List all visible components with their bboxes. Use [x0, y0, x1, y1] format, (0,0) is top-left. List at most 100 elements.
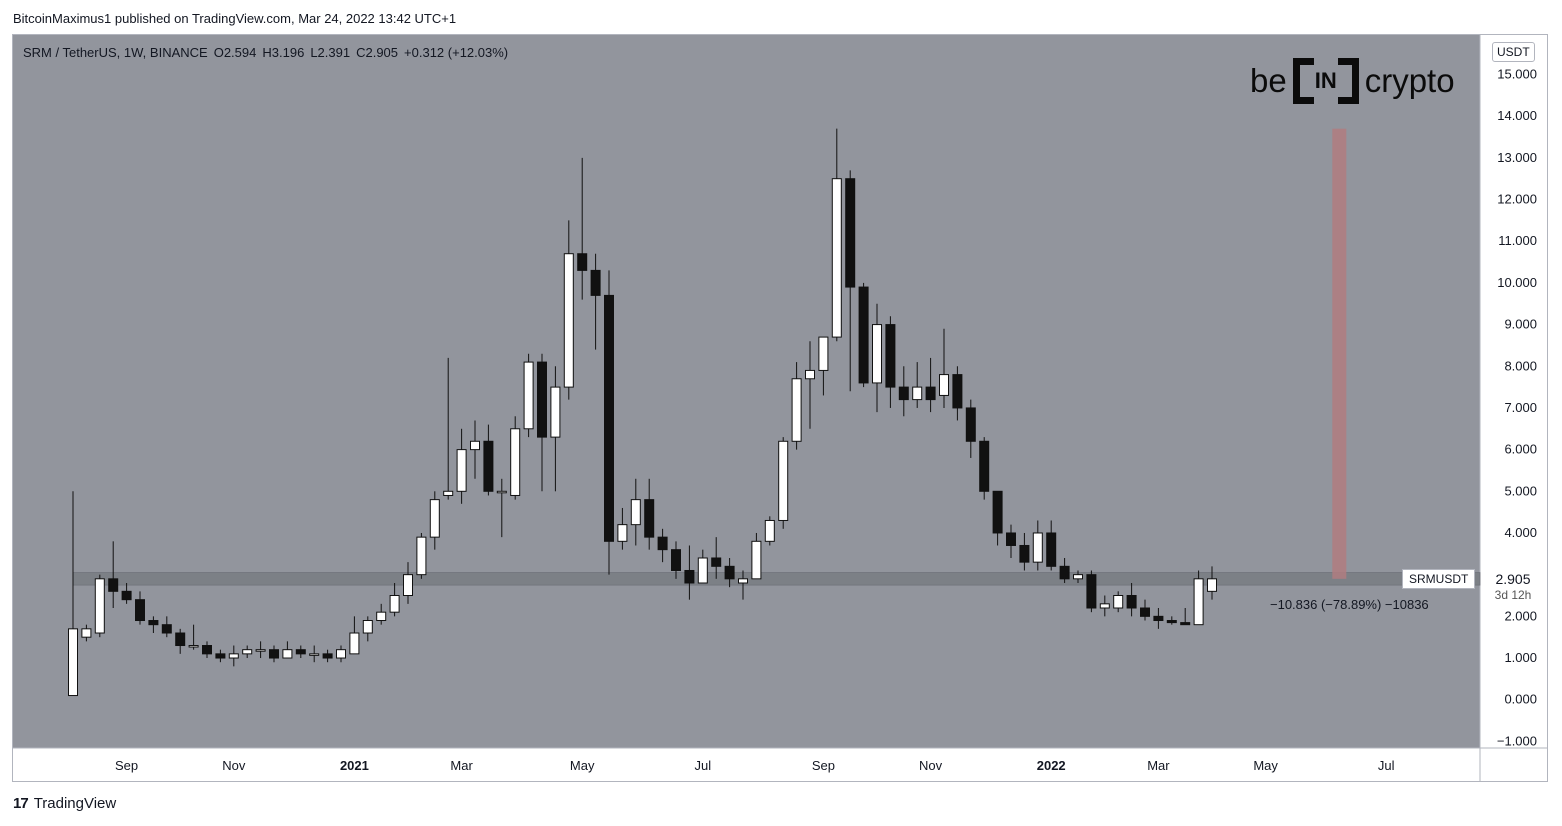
candle-body[interactable]	[831, 178, 842, 338]
legend-symbol[interactable]: SRM / TetherUS, 1W, BINANCE	[23, 45, 208, 60]
candle-body[interactable]	[1180, 622, 1191, 626]
candle-body[interactable]	[510, 428, 521, 496]
candle-body[interactable]	[1126, 595, 1137, 609]
candle-body[interactable]	[81, 628, 92, 638]
candle-body[interactable]	[1019, 544, 1030, 563]
candle-body[interactable]	[94, 578, 105, 634]
candle-body[interactable]	[1140, 607, 1150, 617]
x-tick-label: 2021	[340, 758, 369, 773]
candle-body[interactable]	[671, 549, 681, 571]
plot-area[interactable]	[13, 35, 1480, 748]
candle-body[interactable]	[135, 599, 145, 622]
candle-body[interactable]	[697, 557, 708, 584]
candle-body[interactable]	[108, 578, 119, 592]
ohlc-legend: SRM / TetherUS, 1W, BINANCE O2.594 H3.196 L…	[23, 45, 514, 60]
candle-body[interactable]	[858, 286, 869, 384]
candle-body[interactable]	[1153, 615, 1164, 622]
candle-body[interactable]	[590, 269, 601, 296]
candle-body[interactable]	[537, 361, 547, 438]
candle-body[interactable]	[295, 649, 306, 655]
candle-body[interactable]	[604, 294, 614, 542]
candle-body[interactable]	[456, 449, 467, 492]
candle-body[interactable]	[657, 536, 668, 551]
candle-body[interactable]	[617, 524, 628, 542]
candle-body[interactable]	[336, 649, 346, 659]
candle-body[interactable]	[188, 645, 199, 648]
candle-body[interactable]	[845, 178, 856, 288]
candle-body[interactable]	[1113, 595, 1124, 609]
candle-body[interactable]	[1166, 620, 1177, 624]
candle-body[interactable]	[309, 653, 320, 656]
currency-badge[interactable]: USDT	[1492, 42, 1535, 62]
candle-body[interactable]	[403, 574, 413, 596]
candle-body[interactable]	[885, 324, 896, 388]
candle-body[interactable]	[121, 590, 132, 601]
candle-body[interactable]	[496, 490, 507, 494]
candle-body[interactable]	[563, 253, 574, 388]
last-price-tag: 2.905 3d 12h	[1482, 569, 1544, 605]
candle-body[interactable]	[161, 624, 172, 634]
candle-body[interactable]	[443, 490, 454, 496]
candle-body[interactable]	[805, 369, 815, 380]
candle-body[interactable]	[764, 519, 775, 542]
tradingview-logo-icon[interactable]: 17	[13, 795, 29, 812]
candle-body[interactable]	[1059, 565, 1070, 580]
candle-body[interactable]	[965, 407, 976, 442]
candle-body[interactable]	[470, 440, 480, 451]
candle-body[interactable]	[724, 565, 735, 580]
candle-body[interactable]	[898, 386, 909, 401]
candle-body[interactable]	[322, 653, 333, 659]
candle-body[interactable]	[738, 578, 748, 584]
candle-body[interactable]	[925, 386, 936, 401]
candle-body[interactable]	[872, 324, 882, 384]
candle-body[interactable]	[429, 499, 440, 538]
candle-body[interactable]	[1046, 532, 1057, 567]
candle-body[interactable]	[202, 645, 212, 655]
candle-body[interactable]	[912, 386, 923, 401]
candle-body[interactable]	[376, 611, 387, 622]
candle-body[interactable]	[68, 628, 78, 697]
candle-body[interactable]	[550, 386, 561, 438]
candle-body[interactable]	[952, 374, 963, 409]
candle-body[interactable]	[1207, 578, 1217, 592]
candle-body[interactable]	[269, 649, 279, 659]
candle-body[interactable]	[644, 499, 655, 538]
candle-body[interactable]	[979, 440, 990, 492]
candle-body[interactable]	[349, 632, 360, 655]
candle-body[interactable]	[255, 649, 266, 652]
candle-body[interactable]	[416, 536, 427, 576]
candle-body[interactable]	[1193, 578, 1204, 626]
candle-body[interactable]	[778, 440, 789, 521]
candle-body[interactable]	[282, 649, 293, 659]
candle-body[interactable]	[389, 595, 400, 613]
candle-body[interactable]	[630, 499, 641, 526]
candle-body[interactable]	[818, 336, 829, 371]
candle-body[interactable]	[1032, 532, 1043, 563]
candle-body[interactable]	[577, 253, 588, 271]
candle-body[interactable]	[711, 557, 722, 567]
candle-body[interactable]	[992, 490, 1003, 534]
candle-body[interactable]	[751, 540, 762, 580]
candle-body[interactable]	[791, 378, 802, 442]
candle-body[interactable]	[242, 649, 253, 655]
candle-body[interactable]	[1006, 532, 1016, 546]
candle-body[interactable]	[215, 653, 226, 659]
candle-body[interactable]	[1099, 603, 1110, 609]
candle-body[interactable]	[523, 361, 534, 430]
candle-body[interactable]	[1073, 574, 1083, 580]
x-tick-label: Mar	[450, 758, 473, 773]
y-tick-label: 7.000	[1504, 400, 1537, 415]
legend-change: +0.312 (+12.03%)	[404, 45, 509, 60]
candle-body[interactable]	[1086, 574, 1097, 609]
candle-body[interactable]	[362, 620, 373, 634]
candle-body[interactable]	[483, 440, 494, 492]
candle-body[interactable]	[684, 569, 695, 584]
candle-body[interactable]	[228, 653, 239, 659]
footer: 17 TradingView	[13, 795, 116, 812]
candle-body[interactable]	[148, 620, 159, 626]
candle-body[interactable]	[175, 632, 186, 647]
footer-brand[interactable]: TradingView	[33, 795, 117, 812]
y-tick-label: 15.000	[1497, 67, 1537, 82]
candle-body[interactable]	[939, 374, 949, 396]
